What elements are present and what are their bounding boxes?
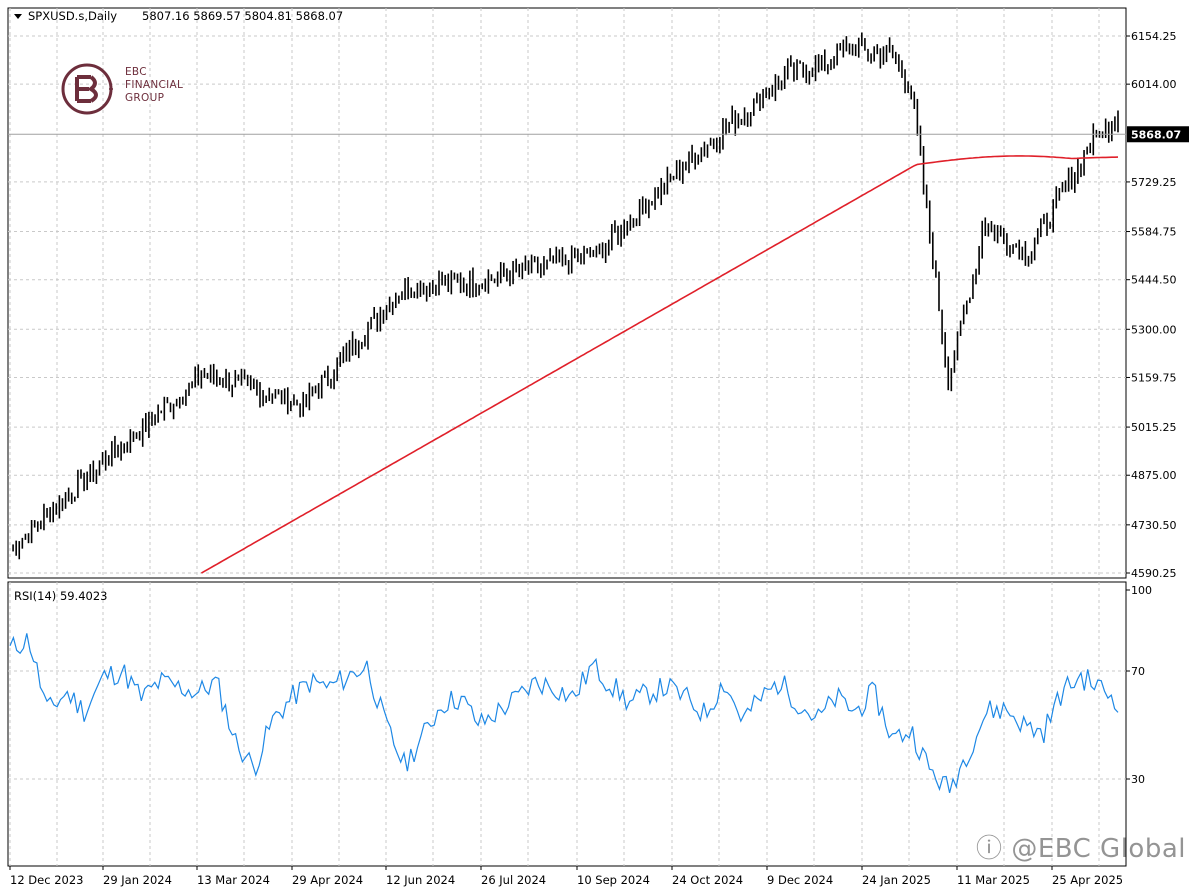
x-tick-label: 26 Jul 2024 — [481, 873, 546, 887]
rsi-tick-label: 70 — [1131, 665, 1145, 678]
price-tick-label: 6154.25 — [1131, 30, 1177, 43]
dropdown-icon — [14, 14, 22, 19]
x-tick-label: 29 Apr 2024 — [292, 873, 363, 887]
price-tick-label: 6014.00 — [1131, 78, 1177, 91]
brand-line3: GROUP — [125, 92, 165, 104]
current-price-label: 5868.07 — [1131, 128, 1181, 141]
x-tick-label: 24 Oct 2024 — [672, 873, 743, 887]
rsi-panel-frame — [7, 581, 1127, 867]
ebc-logo-mark — [61, 63, 113, 115]
x-tick-label: 13 Mar 2024 — [197, 873, 270, 887]
price-tick-label: 4730.50 — [1131, 519, 1177, 532]
weibo-icon: ⓘ — [976, 834, 1003, 864]
x-tick-label: 10 Sep 2024 — [577, 873, 650, 887]
price-tick-label: 5729.25 — [1131, 176, 1177, 189]
x-tick-label: 12 Dec 2023 — [10, 873, 83, 887]
watermark-text: @EBC Global — [1011, 834, 1186, 864]
x-tick-label: 11 Mar 2025 — [957, 873, 1030, 887]
brand-line1: EBC — [125, 66, 147, 78]
price-tick-label: 5015.25 — [1131, 421, 1177, 434]
price-tick-label: 5159.75 — [1131, 371, 1177, 384]
price-tick-label: 4875.00 — [1131, 469, 1177, 482]
x-tick-label: 9 Dec 2024 — [767, 873, 833, 887]
x-tick-label: 24 Jan 2025 — [862, 873, 931, 887]
rsi-title-label: RSI(14) 59.4023 — [14, 589, 108, 603]
rsi-tick-label: 30 — [1131, 773, 1145, 786]
moving-average-line — [200, 155, 1119, 574]
price-tick-label: 5584.75 — [1131, 226, 1177, 239]
price-tick-label: 5444.50 — [1131, 274, 1177, 287]
x-tick-label: 12 Jun 2024 — [386, 873, 455, 887]
price-tick-label: 5300.00 — [1131, 323, 1177, 336]
ohlc-values-label: 5807.16 5869.57 5804.81 5868.07 — [142, 9, 343, 23]
watermark: ⓘ @EBC Global — [976, 828, 1186, 865]
current-price-badge — [1127, 126, 1189, 143]
chart-symbol-label: SPXUSD.s,Daily — [28, 9, 117, 23]
rsi-tick-label: 100 — [1131, 584, 1152, 597]
price-tick-label: 4590.25 — [1131, 567, 1177, 580]
ebc-logo: EBC FINANCIAL GROUP — [57, 59, 217, 119]
brand-line2: FINANCIAL — [125, 79, 184, 91]
x-tick-label: 25 Apr 2025 — [1052, 873, 1123, 887]
x-tick-label: 29 Jan 2024 — [103, 873, 172, 887]
rsi-series-line — [9, 633, 1119, 794]
price-panel-frame — [7, 7, 1127, 579]
